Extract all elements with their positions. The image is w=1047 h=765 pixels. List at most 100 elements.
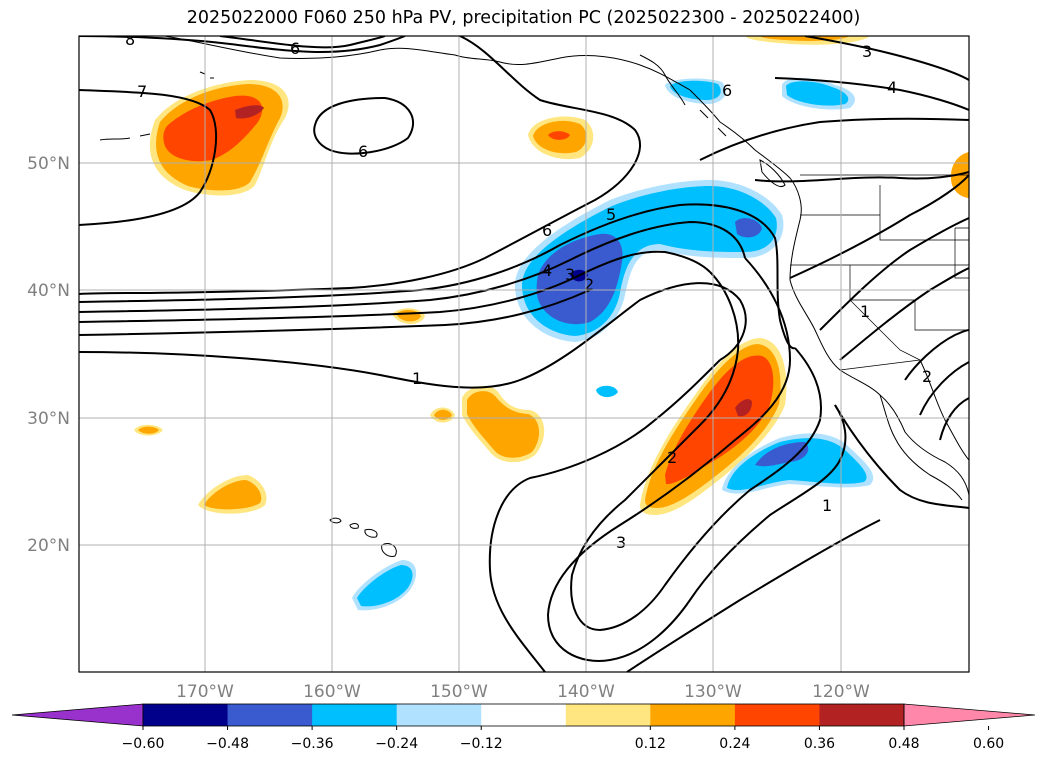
colorbar: −0.60 −0.48 −0.36 −0.24 −0.12 0.12 0.24 0.36 0.4… bbox=[11, 703, 1036, 752]
border bbox=[800, 185, 969, 241]
pv-contour bbox=[789, 174, 969, 279]
colorbar-swatch bbox=[312, 704, 398, 726]
island bbox=[381, 542, 397, 557]
colorbar-tick-label: −0.12 bbox=[460, 736, 503, 752]
pv-contour bbox=[904, 329, 969, 381]
colorbar-swatch bbox=[734, 704, 820, 726]
pv-contour bbox=[754, 171, 969, 183]
contour-label: 5 bbox=[606, 205, 616, 224]
pv-contour bbox=[79, 89, 217, 226]
island bbox=[639, 54, 727, 137]
lat-label: 50°N bbox=[27, 154, 70, 174]
pv-contour bbox=[488, 359, 721, 672]
pv-contour bbox=[804, 36, 969, 81]
contour-label: 2 bbox=[584, 275, 594, 294]
map-title: 2025022000 F060 250 hPa PV, precipitatio… bbox=[186, 8, 861, 28]
pv-contour bbox=[79, 203, 796, 350]
precip-negative-area bbox=[357, 565, 413, 607]
coastlines bbox=[99, 36, 969, 557]
pv-contour bbox=[699, 117, 969, 161]
colorbar-tick-label: 0.48 bbox=[888, 736, 919, 752]
contour-label: 6 bbox=[290, 39, 300, 58]
lat-label: 40°N bbox=[27, 281, 70, 301]
lon-label: 140°W bbox=[557, 682, 615, 702]
coastline bbox=[919, 359, 969, 461]
colorbar-tick-label: −0.24 bbox=[375, 736, 418, 752]
pv-contour bbox=[570, 271, 822, 632]
border bbox=[839, 299, 921, 371]
contour-label: 4 bbox=[887, 78, 897, 97]
pv-contour bbox=[919, 361, 969, 416]
contour-label: 4 bbox=[542, 261, 552, 280]
latitude-labels: 50°N 40°N 30°N 20°N bbox=[27, 154, 70, 556]
colorbar-tick-label: 0.60 bbox=[973, 736, 1004, 752]
colorbar-tick-label: −0.48 bbox=[206, 736, 249, 752]
contour-label: 1 bbox=[412, 369, 422, 388]
pv-contour bbox=[939, 397, 969, 441]
map-layers: 8 6 7 6 3 4 6 6 5 4 3 2 1 1 2 2 3 1 bbox=[79, 36, 969, 672]
precip-negative-area bbox=[786, 81, 849, 106]
coastline bbox=[164, 36, 969, 496]
lon-label: 120°W bbox=[812, 682, 870, 702]
colorbar-tick-label: −0.60 bbox=[122, 736, 165, 752]
longitude-labels: 170°W 160°W 150°W 140°W 130°W 120°W bbox=[176, 682, 870, 702]
colorbar-extend-high bbox=[903, 703, 1036, 727]
pv-contour bbox=[79, 282, 747, 389]
pv-contour bbox=[79, 250, 711, 323]
contour-label: 6 bbox=[542, 221, 552, 240]
colorbar-extend-low bbox=[11, 703, 144, 727]
colorbar-swatch bbox=[227, 704, 313, 726]
coastline bbox=[199, 71, 214, 79]
precip-positive-area bbox=[138, 426, 159, 434]
contour-label: 2 bbox=[667, 448, 677, 467]
colorbar-swatch bbox=[396, 704, 482, 726]
contour-label: 3 bbox=[565, 265, 575, 284]
plot-frame bbox=[78, 35, 970, 673]
colorbar-swatch bbox=[650, 704, 736, 726]
pv-contour bbox=[626, 519, 881, 672]
island bbox=[349, 523, 359, 529]
precip-positive-area bbox=[665, 355, 774, 485]
precip-negative-area bbox=[727, 438, 867, 491]
contour-label: 3 bbox=[616, 533, 626, 552]
pv-contour bbox=[313, 96, 414, 155]
precip-positive-area bbox=[467, 391, 540, 458]
precip-positive-area bbox=[235, 105, 264, 119]
colorbar-tick-label: 0.24 bbox=[719, 736, 750, 752]
lon-label: 150°W bbox=[430, 682, 488, 702]
precip-negative-area bbox=[755, 442, 809, 467]
contour-label: 3 bbox=[862, 42, 872, 61]
lat-label: 30°N bbox=[27, 409, 70, 429]
precip-negative-area bbox=[735, 218, 762, 238]
pv-contour bbox=[774, 77, 969, 111]
precip-positive-area bbox=[204, 480, 262, 510]
colorbar-outline bbox=[142, 703, 905, 727]
lat-label: 20°N bbox=[27, 536, 70, 556]
pv-contour bbox=[79, 289, 591, 336]
colorbar-swatch bbox=[481, 704, 567, 726]
pv-contour bbox=[219, 36, 386, 49]
precip-positive-area bbox=[548, 131, 570, 140]
contour-label: 6 bbox=[722, 81, 732, 100]
pv-contour bbox=[546, 257, 847, 662]
precip-positive-area bbox=[735, 399, 752, 417]
pv-contour bbox=[79, 220, 746, 313]
contour-label: 1 bbox=[860, 302, 870, 321]
precip-negative-area bbox=[596, 385, 618, 398]
colorbar-tick-label: 0.36 bbox=[804, 736, 835, 752]
island bbox=[329, 517, 342, 524]
island bbox=[759, 159, 786, 187]
colorbar-swatch bbox=[819, 704, 905, 726]
pv-contour bbox=[834, 404, 969, 509]
contour-label: 1 bbox=[822, 496, 832, 515]
colorbar-tick-label: −0.36 bbox=[291, 736, 334, 752]
lon-label: 170°W bbox=[176, 682, 234, 702]
contour-label: 6 bbox=[358, 142, 368, 161]
colorbar-swatch bbox=[143, 704, 229, 726]
contour-label: 7 bbox=[137, 82, 147, 101]
island bbox=[364, 529, 378, 538]
colorbar-tick-label: 0.12 bbox=[635, 736, 666, 752]
colorbar-swatch bbox=[565, 704, 651, 726]
border bbox=[954, 227, 969, 279]
